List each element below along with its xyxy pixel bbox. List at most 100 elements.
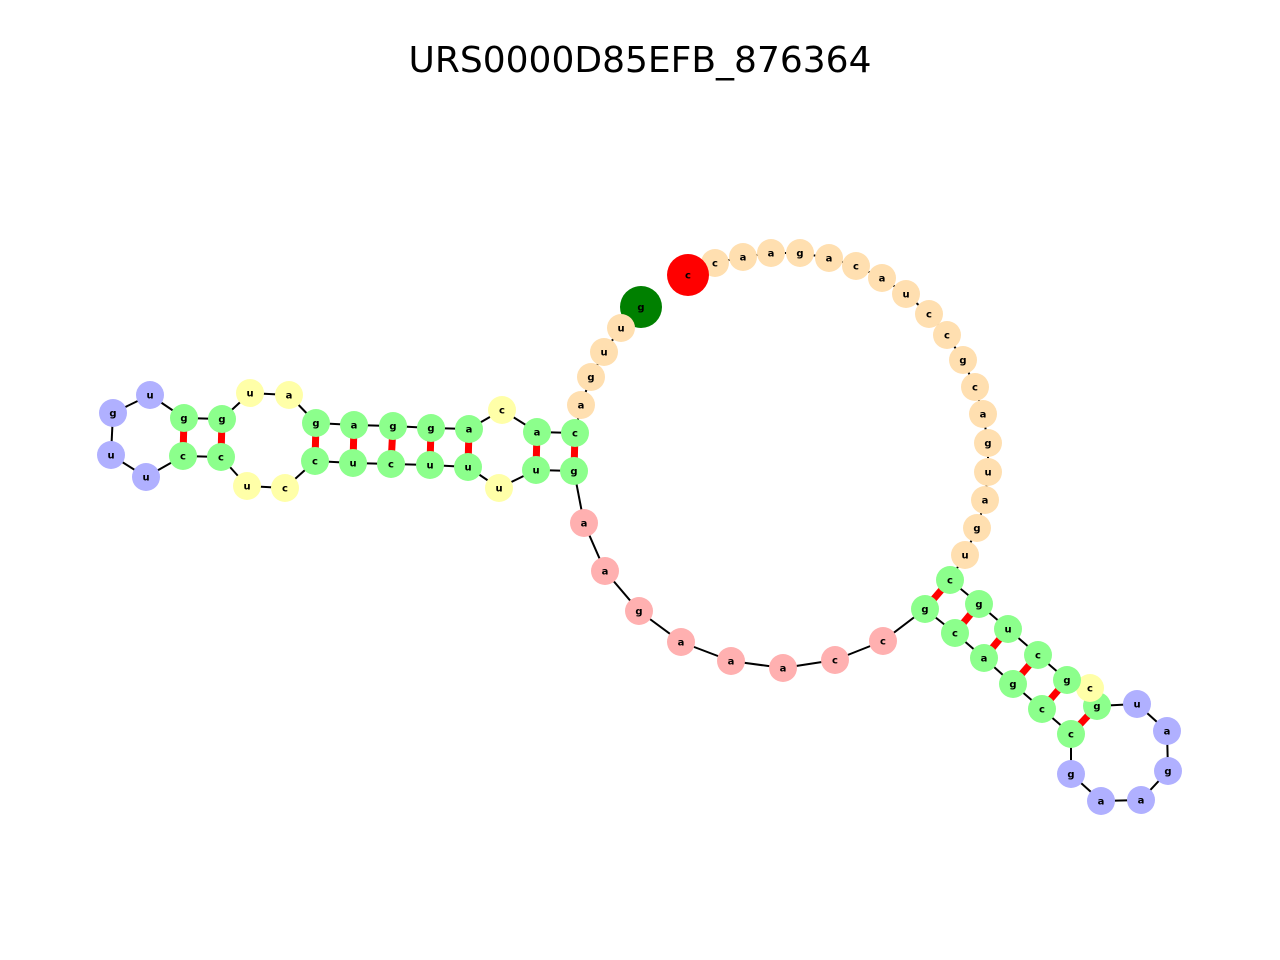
nucleotide-label: a xyxy=(286,391,293,402)
nucleotide-node: g xyxy=(99,399,127,427)
nucleotide-circle xyxy=(1087,787,1115,815)
nucleotide-label: a xyxy=(466,425,473,436)
nucleotide-label: a xyxy=(581,519,588,530)
nucleotide-circle xyxy=(974,429,1002,457)
nucleotide-circle xyxy=(485,474,513,502)
nucleotide-circle xyxy=(207,443,235,471)
nucleotide-node: u xyxy=(485,474,513,502)
nucleotide-label: u xyxy=(532,466,539,477)
nucleotide-circle xyxy=(970,644,998,672)
nucleotide-circle xyxy=(969,400,997,428)
nucleotide-node: u xyxy=(951,541,979,569)
nucleotide-label: u xyxy=(246,389,253,400)
nucleotide-label: a xyxy=(879,274,886,285)
nucleotide-label: c xyxy=(853,262,859,273)
nucleotide-label: c xyxy=(944,331,950,342)
nucleotide-label: g xyxy=(570,467,577,478)
nucleotide-circle xyxy=(1153,717,1181,745)
nucleotide-label: c xyxy=(572,429,578,440)
nucleotide-node: c xyxy=(488,396,516,424)
nucleotide-node: g xyxy=(620,286,662,328)
nucleotide-label: u xyxy=(243,482,250,493)
nucleotide-node: c xyxy=(1057,720,1085,748)
nucleotide-node: c xyxy=(821,646,849,674)
nucleotide-node: a xyxy=(340,411,368,439)
nucleotide-label: g xyxy=(1063,676,1070,687)
nucleotide-node: a xyxy=(1127,786,1155,814)
nucleotide-circle xyxy=(892,280,920,308)
nucleotide-node: g xyxy=(560,457,588,485)
nucleotide-label: c xyxy=(1035,651,1041,662)
nucleotide-circle xyxy=(933,321,961,349)
nucleotide-circle xyxy=(522,456,550,484)
nucleotide-node: a xyxy=(667,628,695,656)
nucleotide-node: g xyxy=(963,514,991,542)
nucleotide-label: u xyxy=(495,484,502,495)
nucleotide-label: c xyxy=(1068,730,1074,741)
nucleotide-circle xyxy=(523,418,551,446)
nucleotide-circle xyxy=(949,346,977,374)
nucleotide-label: g xyxy=(973,524,980,535)
nucleotide-label: c xyxy=(1039,705,1045,716)
diagram-title: URS0000D85EFB_876364 xyxy=(408,40,872,81)
nucleotide-node: a xyxy=(567,391,595,419)
nucleotide-circle xyxy=(868,264,896,292)
nucleotide-label: c xyxy=(282,484,288,495)
nucleotide-node: a xyxy=(970,644,998,672)
nucleotide-label: a xyxy=(981,654,988,665)
nucleotide-circle xyxy=(302,409,330,437)
nucleotide-circle xyxy=(815,244,843,272)
nucleotide-circle xyxy=(607,314,635,342)
nucleotide-node: a xyxy=(969,400,997,428)
nucleotide-label: g xyxy=(921,605,928,616)
nucleotide-label: u xyxy=(142,473,149,484)
nucleotide-circle xyxy=(974,458,1002,486)
nucleotide-label: g xyxy=(959,356,966,367)
backbone-lines xyxy=(110,252,1169,802)
nucleotide-label: a xyxy=(534,428,541,439)
nucleotide-circle xyxy=(620,286,662,328)
nucleotide-node: g xyxy=(974,429,1002,457)
nucleotide-node: c xyxy=(915,300,943,328)
nucleotide-label: c xyxy=(388,460,394,471)
nucleotide-node: g xyxy=(911,595,939,623)
nucleotide-label: g xyxy=(427,424,434,435)
nucleotide-node: a xyxy=(769,654,797,682)
nucleotide-node: u xyxy=(522,456,550,484)
nucleotide-node: u xyxy=(236,379,264,407)
nucleotide-circle xyxy=(994,615,1022,643)
nucleotide-node: g xyxy=(208,405,236,433)
nucleotide-node: u xyxy=(994,615,1022,643)
nucleotide-circle xyxy=(590,338,618,366)
nucleotide-circle xyxy=(965,590,993,618)
nucleotide-label: g xyxy=(975,600,982,611)
nucleotide-label: g xyxy=(796,249,803,260)
nucleotide-node: c xyxy=(301,447,329,475)
nucleotide-circle xyxy=(577,363,605,391)
nucleotide-node: c xyxy=(377,450,405,478)
nucleotide-circle xyxy=(379,412,407,440)
nucleotide-node: c xyxy=(936,566,964,594)
nucleotide-circle xyxy=(936,566,964,594)
nucleotide-label: u xyxy=(426,461,433,472)
nucleotide-node: u xyxy=(892,280,920,308)
nucleotide-node: g xyxy=(302,409,330,437)
nucleotide-label: g xyxy=(1067,770,1074,781)
nucleotide-circle xyxy=(275,381,303,409)
nucleotide-label: a xyxy=(780,664,787,675)
nucleotide-label: a xyxy=(768,249,775,260)
nucleotide-node: a xyxy=(455,415,483,443)
nucleotide-label: g xyxy=(1009,680,1016,691)
nucleotide-node: g xyxy=(1053,666,1081,694)
nucleotide-circle xyxy=(170,404,198,432)
nucleotide-label: a xyxy=(728,657,735,668)
nucleotide-label: g xyxy=(637,303,644,314)
nucleotide-label: g xyxy=(1164,767,1171,778)
nucleotide-label: c xyxy=(180,452,186,463)
nucleotide-label: u xyxy=(600,348,607,359)
nucleotide-node: c xyxy=(561,419,589,447)
nucleotide-circle xyxy=(971,486,999,514)
nucleotide-circle xyxy=(339,449,367,477)
nucleotide-label: a xyxy=(578,401,585,412)
